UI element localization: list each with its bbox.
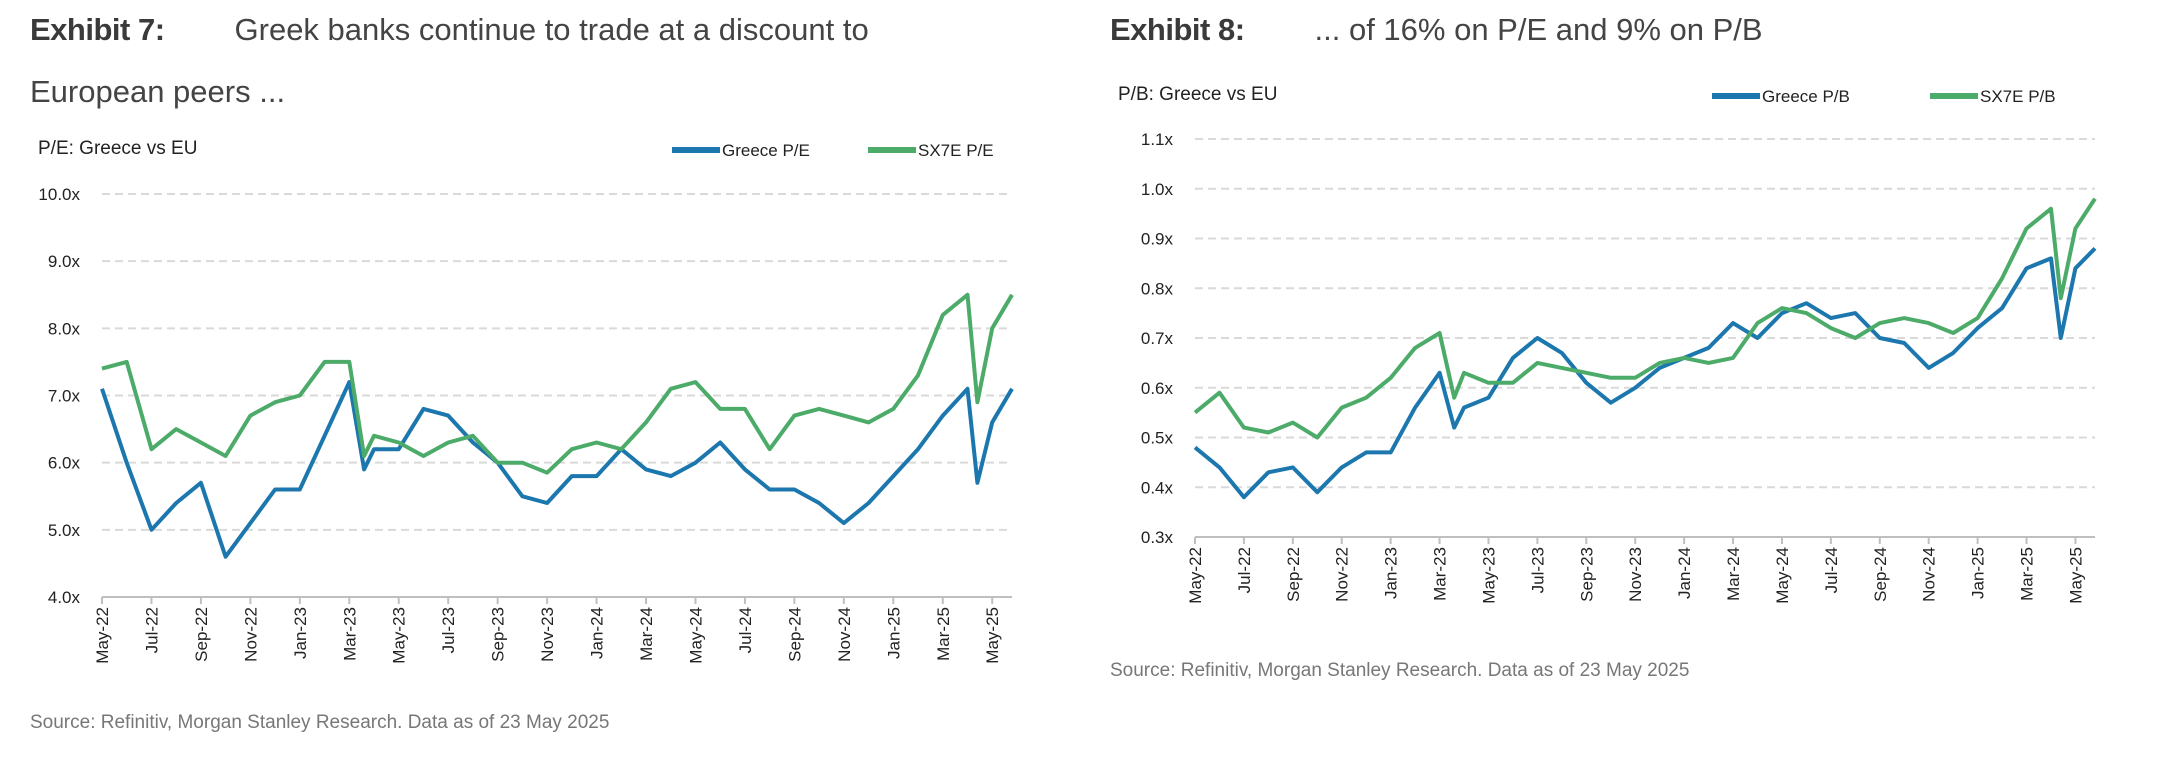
y-tick-label: 6.0x [48, 454, 81, 473]
y-tick-label: 0.4x [1141, 478, 1174, 497]
x-tick-label: Mar-24 [637, 607, 656, 661]
series-line-greece-p-e [100, 380, 1014, 559]
x-tick-label: May-25 [983, 607, 1002, 664]
exhibit-7-heading: Exhibit 7: Greek banks continue to trade … [30, 12, 869, 48]
x-tick-label: Jan-24 [588, 607, 607, 659]
x-tick-label: Sep-22 [1284, 547, 1303, 602]
x-tick-label: Jan-24 [1675, 547, 1694, 599]
x-tick-label: May-25 [2066, 547, 2085, 604]
x-tick-label: Sep-22 [192, 607, 211, 662]
exhibit-7-source: Source: Refinitiv, Morgan Stanley Resear… [30, 712, 610, 733]
x-tick-label: Mar-23 [340, 607, 359, 661]
exhibit-8-label: Exhibit 8: [1110, 12, 1245, 47]
chart-1-title: P/E: Greece vs EU [38, 138, 198, 159]
x-tick-label: Jan-25 [1969, 547, 1988, 599]
y-tick-label: 0.8x [1141, 279, 1174, 298]
x-tick-label: Nov-22 [241, 607, 260, 662]
x-tick-label: May-23 [390, 607, 409, 664]
exhibit-7-label: Exhibit 7: [30, 12, 165, 47]
y-tick-label: 0.6x [1141, 379, 1174, 398]
x-tick-label: Sep-24 [1871, 547, 1890, 602]
x-tick-label: Nov-24 [1920, 547, 1939, 602]
x-tick-label: Nov-23 [538, 607, 557, 662]
x-tick-label: Jan-23 [1382, 547, 1401, 599]
x-tick-label: Mar-25 [934, 607, 953, 661]
exhibit-8-heading: Exhibit 8: ... of 16% on P/E and 9% on P/… [1110, 12, 1763, 48]
y-tick-label: 5.0x [48, 521, 81, 540]
y-tick-label: 0.5x [1141, 429, 1174, 448]
chart-1: 4.0x 5.0x 6.0x 7.0x 8.0x 9.0x 10.0x May-22 Jul-2… [38, 141, 1014, 664]
x-tick-label: Nov-24 [835, 607, 854, 662]
chart-2: 0.3x 0.4x 0.5x 0.6x 0.7x 0.8x 0.9x 1.0x 1.1x May-… [1141, 87, 2097, 604]
x-tick-label: Jan-25 [884, 607, 903, 659]
x-tick-label: Jul-22 [142, 607, 161, 653]
y-tick-label: 0.7x [1141, 329, 1174, 348]
x-tick-label: Mar-24 [1724, 547, 1743, 601]
y-tick-label: 4.0x [48, 588, 81, 607]
legend-label: Greece P/B [1762, 87, 1850, 106]
y-tick-label: 1.1x [1141, 130, 1174, 149]
legend-label: SX7E P/E [918, 141, 994, 160]
exhibit-7-title: Greek banks continue to trade at a disco… [234, 12, 869, 47]
y-tick-label: 0.9x [1141, 230, 1174, 249]
x-tick-label: Nov-22 [1333, 547, 1352, 602]
x-tick-label: Sep-23 [489, 607, 508, 662]
x-tick-label: May-24 [1773, 547, 1792, 604]
exhibit-8-source: Source: Refinitiv, Morgan Stanley Resear… [1110, 660, 1690, 681]
x-tick-label: Jul-24 [1822, 547, 1841, 593]
x-tick-label: Jul-22 [1235, 547, 1254, 593]
y-tick-label: 10.0x [38, 185, 80, 204]
x-tick-label: Jul-23 [439, 607, 458, 653]
x-tick-label: Jul-24 [736, 607, 755, 653]
x-tick-label: Jul-23 [1528, 547, 1547, 593]
y-tick-label: 9.0x [48, 252, 81, 271]
series-line-greece-p-b [1193, 246, 2097, 500]
x-tick-label: May-22 [1186, 547, 1205, 604]
x-tick-label: Nov-23 [1626, 547, 1645, 602]
x-tick-label: Jan-23 [291, 607, 310, 659]
legend-label: Greece P/E [722, 141, 810, 160]
chart-2-title: P/B: Greece vs EU [1118, 84, 1278, 105]
y-tick-label: 8.0x [48, 319, 81, 338]
y-tick-label: 1.0x [1141, 180, 1174, 199]
x-tick-label: Sep-24 [785, 607, 804, 662]
series-line-sx7e-p-b [1193, 197, 2097, 440]
x-tick-label: Mar-23 [1431, 547, 1450, 601]
x-tick-label: May-24 [686, 607, 705, 664]
y-tick-label: 7.0x [48, 387, 81, 406]
x-tick-label: Sep-23 [1577, 547, 1596, 602]
series-line-sx7e-p-e [101, 292, 1014, 475]
legend-label: SX7E P/B [1980, 87, 2056, 106]
x-tick-label: Mar-25 [2018, 547, 2037, 601]
y-tick-label: 0.3x [1141, 528, 1174, 547]
exhibit-7-title-line2: European peers ... [30, 74, 286, 109]
x-tick-label: May-22 [93, 607, 112, 664]
x-tick-label: May-23 [1479, 547, 1498, 604]
exhibit-8-title: ... of 16% on P/E and 9% on P/B [1314, 12, 1763, 47]
